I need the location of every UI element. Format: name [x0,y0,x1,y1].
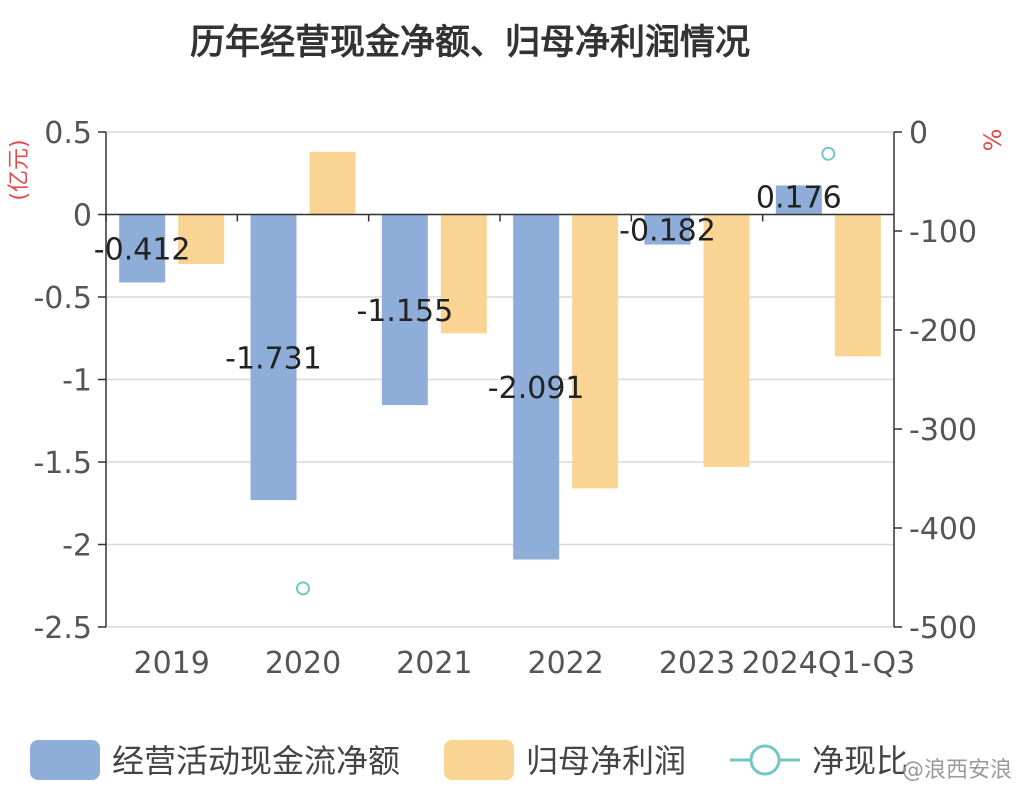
data-label: -1.731 [225,341,322,376]
y-tick-label: -0.5 [33,281,92,316]
data-label: -2.091 [488,371,585,406]
y2-tick-label: -400 [909,512,977,547]
y2-tick-label: -500 [909,611,977,646]
scatter-point [296,581,310,596]
legend-marker [749,744,781,776]
bar [834,214,881,357]
y-tick-label: 0.5 [44,116,92,151]
y2-tick-label: -300 [909,413,977,448]
y2-tick-label: -200 [909,314,977,349]
x-tick-label: 2023 [659,646,735,681]
x-tick-label: 2020 [265,646,341,681]
y2-axis-label: % [979,129,1007,152]
chart-title: 历年经营现金净额、归母净利润情况 [189,23,750,63]
bar [309,151,356,215]
x-tick-label: 2021 [396,646,472,681]
x-tick-label: 2019 [133,646,209,681]
y-tick-label: -1.5 [33,446,92,481]
scatter-layer [296,146,836,596]
bar [178,214,225,264]
legend-swatch [30,740,100,780]
scatter-point [821,146,836,161]
bar [250,214,297,501]
bar-layer [119,151,881,560]
x-tick-label: 2024Q1-Q3 [741,646,915,681]
axes: 0.5 0 -0.5 -1 -1.5 -2 -2.5 0 -100 -200 -300 -400 -50… [7,116,1007,681]
y-axis-label: (亿元) [7,139,32,200]
legend-label: 经营活动现金流净额 [112,742,400,780]
y-tick-label: 0 [73,199,92,234]
legend: 经营活动现金流净额 归母净利润 净现比 [30,740,908,780]
legend-label: 归母净利润 [526,742,686,780]
data-label: -0.412 [94,232,191,267]
bar [381,214,428,406]
y-tick-label: -2.5 [33,611,92,646]
bar [572,214,619,489]
data-label-layer: -0.412 -1.731 -1.155 -2.091 -0.182 0.176 [94,180,842,406]
bar [703,214,750,467]
bar [775,185,822,215]
y-tick-label: -2 [62,529,92,564]
data-label: -1.155 [356,294,453,329]
watermark: @浪西安浪 [901,758,1012,783]
legend-label: 净现比 [812,742,908,780]
bar [644,214,691,245]
y2-tick-label: -100 [909,215,977,250]
x-tick-label: 2022 [527,646,603,681]
bar [513,214,560,560]
bar [440,214,487,334]
y2-tick-label: 0 [909,116,928,151]
data-label: -0.182 [619,214,716,249]
legend-swatch [444,740,514,780]
data-label: 0.176 [756,180,842,215]
bar [119,214,166,283]
y-tick-label: -1 [62,364,92,399]
